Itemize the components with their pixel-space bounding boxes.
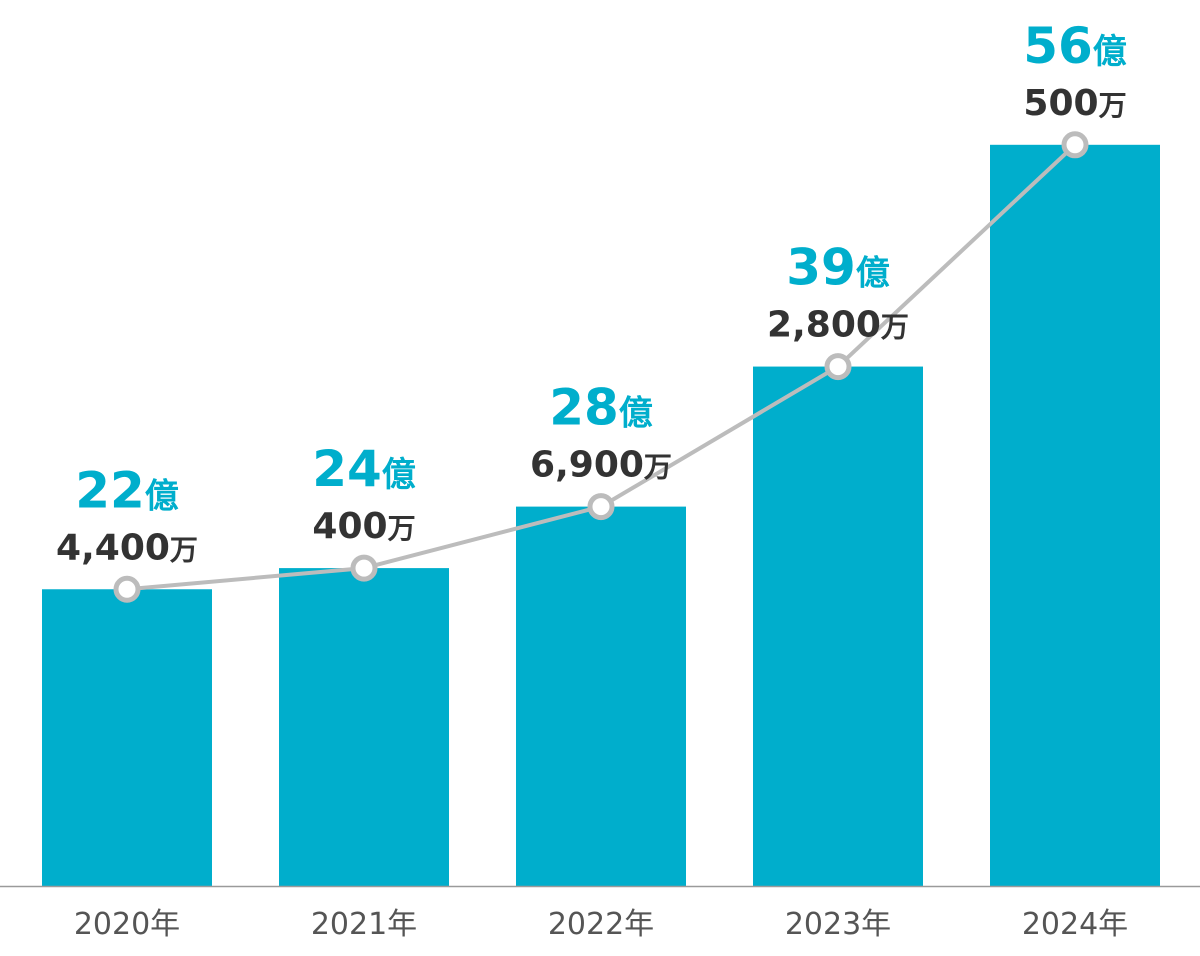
value-label-major-number: 28 (549, 379, 619, 437)
x-tick-label: 2022年 (548, 907, 654, 942)
value-label-minor: 400万 (312, 506, 415, 547)
value-label-minor-number: 2,800 (767, 305, 881, 346)
value-label-major-unit: 億 (145, 476, 179, 516)
trend-marker (824, 353, 852, 381)
value-label-major-unit: 億 (856, 254, 890, 294)
value-label-major-number: 22 (75, 461, 145, 519)
x-tick-label: 2023年 (785, 907, 891, 942)
value-label-major-number: 39 (786, 239, 856, 297)
value-label-major: 24億 (312, 440, 416, 498)
bar (753, 366, 923, 886)
bar (279, 568, 449, 886)
value-label-minor-unit: 万 (388, 512, 416, 545)
bar (990, 144, 1160, 886)
bar (516, 506, 686, 886)
value-label-minor-number: 400 (312, 506, 387, 547)
value-label-major: 28億 (549, 379, 653, 437)
x-tick-label: 2021年 (311, 907, 417, 942)
value-label-major-unit: 億 (382, 455, 416, 495)
value-label-major-unit: 億 (619, 394, 653, 434)
value-label-minor-unit: 万 (1099, 89, 1127, 122)
value-label-minor: 6,900万 (530, 445, 672, 486)
value-label-major-number: 24 (312, 440, 382, 498)
x-tick-label: 2024年 (1022, 907, 1128, 942)
x-tick-label: 2020年 (74, 907, 180, 942)
value-label-minor-number: 500 (1023, 83, 1098, 124)
value-label-minor-unit: 万 (170, 533, 198, 566)
trend-marker (113, 575, 141, 603)
value-label-minor-unit: 万 (644, 451, 672, 484)
value-label-minor-number: 4,400 (56, 527, 170, 568)
trend-marker (350, 554, 378, 582)
value-label-minor-unit: 万 (881, 311, 909, 344)
value-label-major: 56億 (1023, 17, 1127, 75)
value-label-major-unit: 億 (1093, 32, 1127, 72)
value-label-minor: 4,400万 (56, 527, 198, 568)
value-label-minor: 2,800万 (767, 305, 909, 346)
trend-marker (587, 493, 615, 521)
value-label-major-number: 56 (1023, 17, 1093, 75)
value-label-major: 22億 (75, 461, 179, 519)
bar (42, 589, 212, 886)
trend-marker (1061, 131, 1089, 159)
value-label-minor: 500万 (1023, 83, 1126, 124)
value-label-minor-number: 6,900 (530, 445, 644, 486)
value-label-major: 39億 (786, 239, 890, 297)
